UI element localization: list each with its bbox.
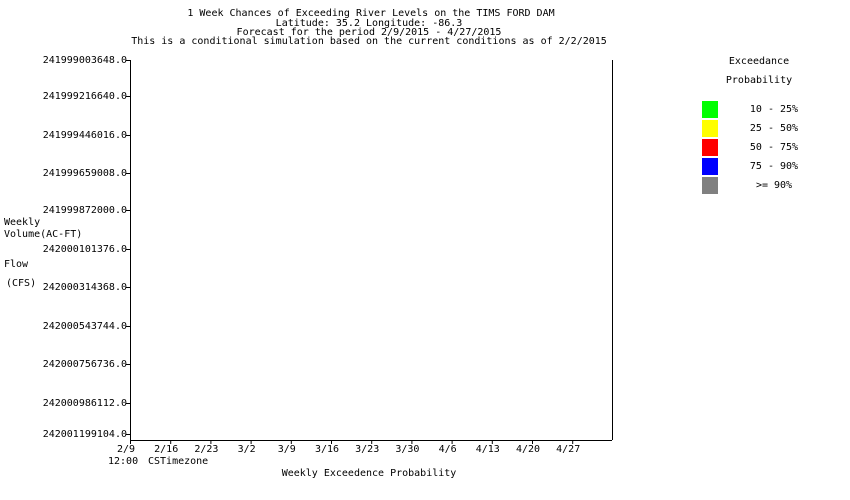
legend-title-1: Exceedance	[728, 56, 790, 67]
y-tick-label: 242000314368.0	[42, 282, 127, 293]
legend-label: >= 90%	[755, 180, 793, 191]
chart-title-line-3: Forecast for the period 2/9/2015 - 4/27/…	[236, 27, 502, 38]
x-tick-label: 3/30	[395, 444, 420, 455]
y-label-4: (CFS)	[6, 278, 37, 289]
y-label-3: Flow	[4, 259, 29, 270]
y-tick-label: 241999446016.0	[42, 130, 127, 141]
x-axis-label: Weekly Exceedence Probability	[281, 468, 457, 479]
x-tick-label: 2/16	[154, 444, 179, 455]
x-tick-label: 4/6	[438, 444, 457, 455]
y-tick-label: 242001199104.0	[42, 429, 127, 440]
legend-label: 10 - 25%	[749, 104, 799, 115]
legend-swatch	[702, 158, 718, 175]
legend-label: 75 - 90%	[749, 161, 799, 172]
y-label-2: Volume(AC-FT)	[4, 229, 83, 240]
legend-swatch	[702, 139, 718, 156]
y-tick-label: 241999872000.0	[42, 205, 127, 216]
y-tick-label: 241999659008.0	[42, 168, 127, 179]
legend-label: 50 - 75%	[749, 142, 799, 153]
x-tick-label: 4/27	[556, 444, 581, 455]
x-tick-label: 2/9	[116, 444, 136, 455]
time-label: 12:00	[108, 456, 139, 467]
chart-title-line-2: Latitude: 35.2 Longitude: -86.3	[275, 18, 463, 29]
y-tick-label: 241999003648.0	[42, 55, 127, 66]
legend-title-2: Probability	[725, 75, 793, 86]
x-tick-label: 2/23	[194, 444, 219, 455]
chart-title-line-1: 1 Week Chances of Exceeding River Levels…	[187, 8, 555, 19]
x-tick-label: 4/20	[515, 444, 541, 455]
chart-title-line-4: This is a conditional simulation based o…	[131, 36, 607, 47]
y-tick-label: 241999216640.0	[42, 91, 127, 102]
legend-swatch	[702, 120, 718, 137]
y-tick-label: 242000756736.0	[42, 359, 127, 370]
x-tick-label: 3/16	[314, 444, 340, 455]
x-tick-label: 3/23	[355, 444, 380, 455]
legend-label: 25 - 50%	[749, 123, 799, 134]
x-tick-label: 3/2	[237, 444, 256, 455]
timezone-label: CSTimezone	[148, 456, 209, 467]
y-label-1: Weekly	[4, 217, 41, 228]
y-tick-label: 242000101376.0	[42, 244, 127, 255]
x-tick-label: 3/9	[277, 444, 296, 455]
y-tick-label: 242000543744.0	[42, 321, 127, 332]
legend-swatch	[702, 177, 718, 194]
y-tick-label: 242000986112.0	[42, 398, 127, 409]
legend-swatch	[702, 101, 718, 118]
x-tick-label: 4/13	[475, 444, 500, 455]
